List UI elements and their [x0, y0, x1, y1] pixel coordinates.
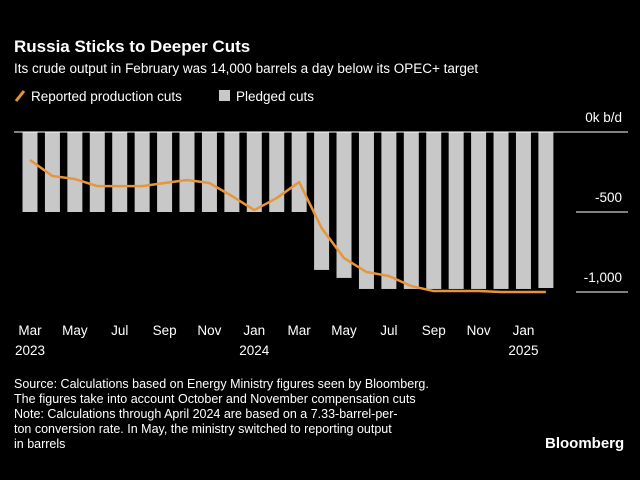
x-tick-label: Jul: [111, 323, 128, 338]
bar: [44, 132, 60, 212]
x-tick-label: May: [62, 323, 88, 338]
legend-label: Reported production cuts: [31, 89, 182, 104]
chart-title: Russia Sticks to Deeper Cuts: [14, 37, 250, 56]
bar: [224, 132, 240, 212]
bar: [201, 132, 217, 212]
x-tick-label: Jan 2024: [239, 323, 270, 358]
bar: [22, 132, 38, 212]
chart-subtitle: Its crude output in February was 14,000 …: [14, 61, 478, 76]
brand: Bloomberg: [545, 435, 624, 452]
x-tick-label: Sep: [153, 323, 177, 338]
legend-swatch: [219, 90, 230, 101]
bar: [67, 132, 83, 212]
bar: [246, 132, 262, 212]
bar: [493, 132, 509, 289]
bar: [134, 132, 150, 212]
y-tick-label: 0k b/d: [585, 110, 622, 125]
bar: [448, 132, 464, 289]
x-tick-label: Nov: [197, 323, 221, 338]
bar: [426, 132, 442, 289]
bar: [179, 132, 195, 212]
bar: [89, 132, 105, 212]
legend-label: Pledged cuts: [236, 89, 314, 104]
bar: [314, 132, 330, 270]
bar: [336, 132, 352, 278]
y-tick-label: -1,000: [584, 270, 622, 285]
y-tick-label: -500: [595, 190, 622, 205]
source-note: Source: Calculations based on Energy Min…: [14, 377, 429, 451]
x-tick-label: May: [331, 323, 357, 338]
plot-area: 0k b/d -500 -1,000 Mar 2023 May Jul Sep Nov Jan 20…: [14, 110, 628, 358]
bar: [112, 132, 128, 212]
line: [29, 158, 546, 294]
x-tick-label: Nov: [467, 323, 491, 338]
bar: [538, 132, 554, 288]
bar: [157, 132, 173, 212]
x-tick-label: Sep: [422, 323, 446, 338]
bar: [515, 132, 531, 289]
x-tick-label: Jan 2025: [508, 323, 538, 358]
x-tick-label: Mar 2023: [15, 323, 45, 358]
bar: [381, 132, 397, 289]
bar: [269, 132, 285, 212]
bar: [358, 132, 374, 289]
x-tick-label: Jul: [380, 323, 397, 338]
bar: [291, 132, 307, 212]
legend: Reported production cuts Pledged cuts: [14, 89, 314, 104]
legend-swatch: [14, 90, 26, 102]
bar: [471, 132, 487, 289]
x-tick-label: Mar: [288, 323, 312, 338]
bar: [403, 132, 419, 289]
